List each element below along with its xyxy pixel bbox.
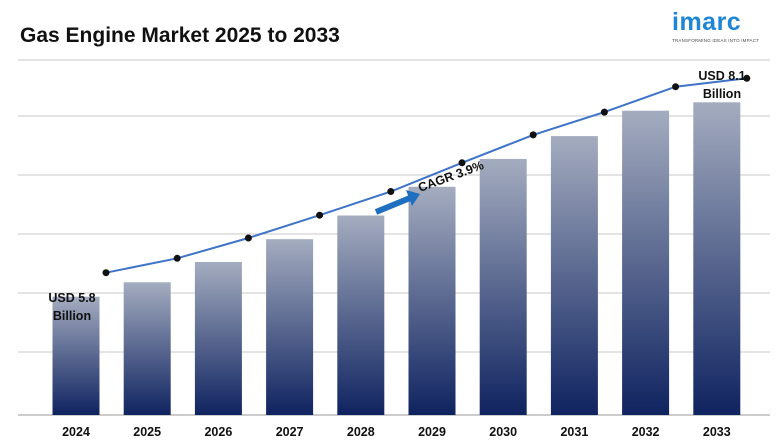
trend-point-2033 [743,74,751,82]
trend-point-2025 [173,254,181,262]
bar-2025 [123,282,171,415]
bars [52,102,741,416]
trend-point-2027 [316,211,324,219]
x-tick-label: 2025 [133,425,161,439]
trend-line-group [102,74,751,277]
bar-2032 [622,110,670,415]
trend-point-2029 [458,159,466,167]
trend-point-2031 [600,108,608,116]
logo-tagline: TRANSFORMING IDEAS INTO IMPACT [672,38,760,43]
logo-wordmark: imarc [672,8,742,36]
x-tick-label: 2024 [62,425,90,439]
bar-2028 [337,215,385,415]
bar-2024 [52,296,100,415]
end-value-label-line1: USD 8.1 [698,69,745,83]
x-tick-label: 2026 [204,425,232,439]
x-tick-label: 2031 [560,425,588,439]
x-tick-label: 2033 [703,425,731,439]
start-value-label-line2: Billion [53,309,91,323]
bar-2027 [266,239,314,415]
trend-point-2026 [244,234,252,242]
trend-line [105,77,747,274]
x-tick-label: 2027 [276,425,304,439]
bar-2031 [550,136,598,415]
cagr-arrow-icon [374,190,420,215]
trend-point-2032 [672,83,680,91]
imarc-logo: imarc TRANSFORMING IDEAS INTO IMPACT [672,8,772,48]
bar-2033 [693,102,741,416]
x-tick-label: 2030 [489,425,517,439]
trend-point-2024 [102,269,110,277]
trend-point-2028 [387,188,395,195]
x-tick-label: 2029 [418,425,446,439]
x-tick-label: 2028 [347,425,375,439]
bar-2030 [479,158,527,415]
bar-2029 [408,186,456,415]
bar-2026 [194,262,242,415]
end-value-label-line2: Billion [703,87,741,101]
x-tick-label: 2032 [632,425,660,439]
trend-point-2030 [529,131,537,139]
x-tick-labels: 2024 2025 2026 2027 2028 2029 2030 2031 2032 2033 [62,425,731,439]
chart-title: Gas Engine Market 2025 to 2033 [20,24,340,47]
start-value-label-line1: USD 5.8 [48,291,95,305]
